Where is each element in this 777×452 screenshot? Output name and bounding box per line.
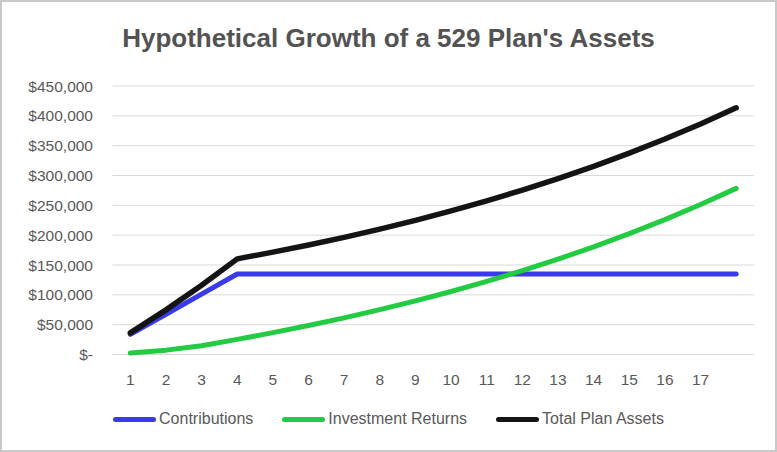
x-axis-tick-label: 15 [621,371,638,388]
x-axis-tick-label: 3 [197,371,206,388]
y-axis-tick-label: $50,000 [37,316,93,333]
x-axis-tick-label: 5 [269,371,278,388]
y-axis-tick-label: $200,000 [28,227,93,244]
x-axis-tick-label: 4 [233,371,242,388]
x-axis-tick-label: 12 [514,371,531,388]
x-axis-tick-label: 9 [411,371,420,388]
y-axis-tick-label: $100,000 [28,286,93,303]
legend-label: Contributions [159,410,253,428]
y-axis-tick-label: $150,000 [28,257,93,274]
y-axis-tick-label: $250,000 [28,197,93,214]
x-axis-tick-label: 11 [479,371,495,388]
y-axis-tick-label: $- [79,346,93,363]
x-axis-tick-label: 8 [375,371,384,388]
legend-item-investment-returns: Investment Returns [282,410,467,428]
y-axis-tick-label: $450,000 [28,78,93,95]
x-axis-tick-label: 10 [442,371,460,388]
x-axis-tick-label: 17 [692,371,709,388]
x-axis-tick-label: 2 [162,371,171,388]
y-axis-tick-label: $300,000 [28,167,93,184]
legend-item-contributions: Contributions [113,410,253,428]
legend-swatch-investment-returns [282,417,325,422]
x-axis-tick-label: 14 [585,371,603,388]
series-line-contributions [130,274,736,334]
legend: Contributions Investment Returns Total Pla… [2,410,775,428]
series-line-total-plan-assets [130,108,736,333]
plot-area: $450,000 $400,000 $350,000 $300,000 $250,000… [2,2,777,452]
legend-item-total-plan-assets: Total Plan Assets [496,410,664,428]
x-axis-tick-label: 6 [304,371,313,388]
x-axis-tick-label: 13 [549,371,566,388]
x-axis-tick-label: 7 [340,371,349,388]
x-axis-tick-label: 16 [656,371,673,388]
legend-swatch-contributions [113,417,156,422]
chart-frame: Hypothetical Growth of a 529 Plan's Asse… [0,0,777,452]
x-axis-tick-label: 1 [126,371,135,388]
y-axis-tick-label: $400,000 [28,107,93,124]
legend-label: Total Plan Assets [542,410,664,428]
legend-label: Investment Returns [328,410,467,428]
y-axis-tick-label: $350,000 [28,137,93,154]
legend-swatch-total-plan-assets [496,417,539,422]
